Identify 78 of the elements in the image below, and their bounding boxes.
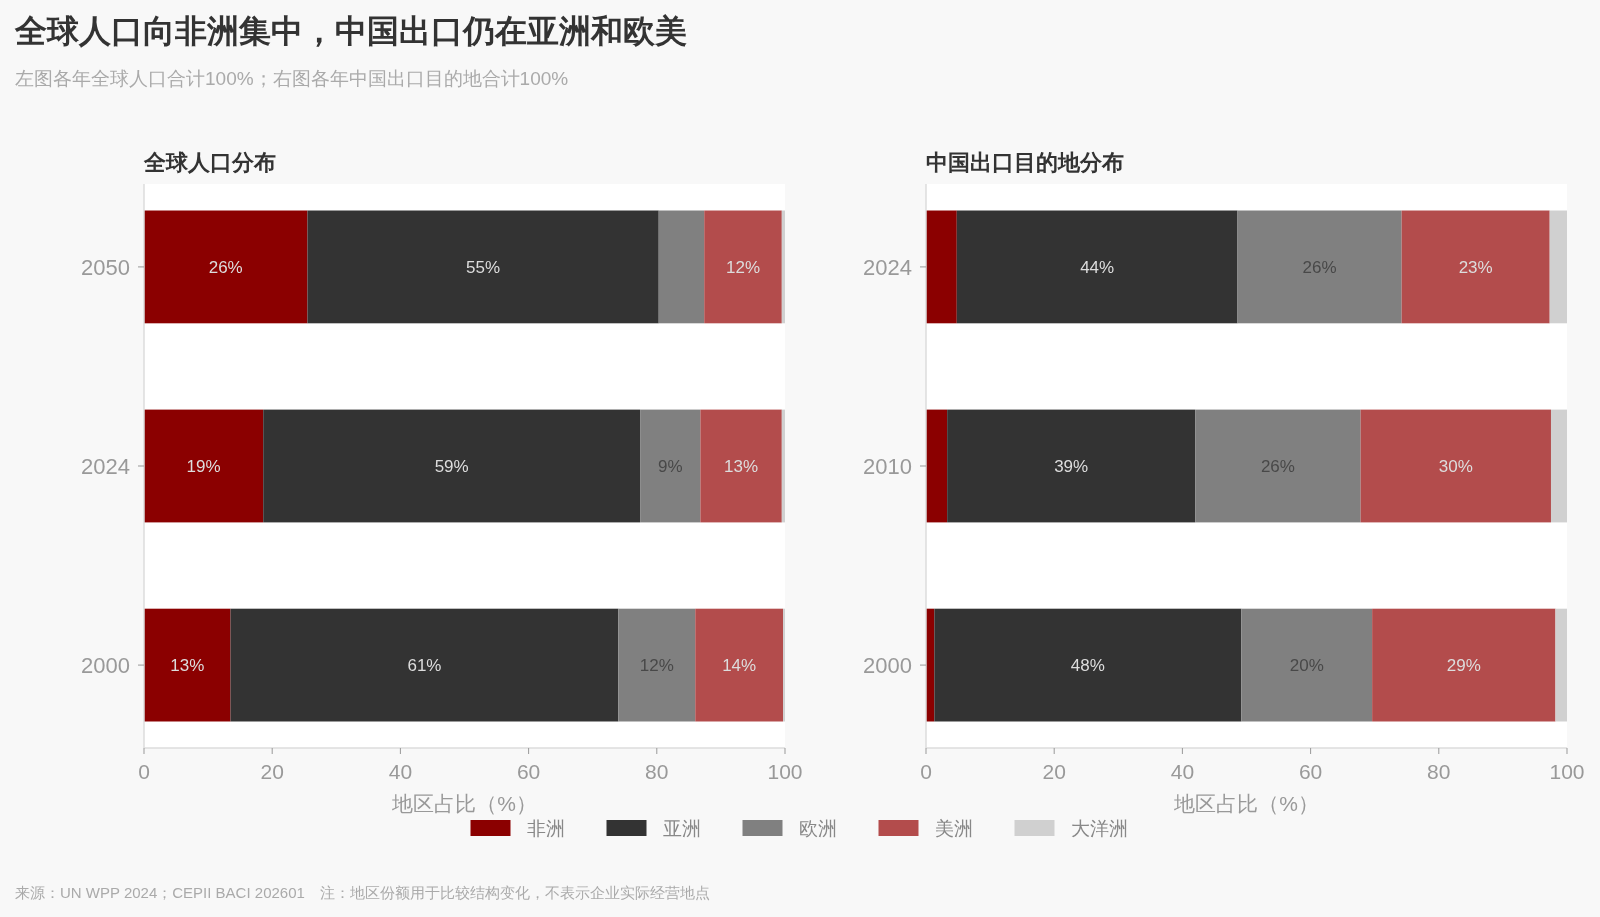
x-tick-label: 100 — [767, 760, 803, 783]
data-label: 23% — [1458, 257, 1493, 277]
x-tick-label: 0 — [138, 760, 150, 783]
bar — [956, 210, 1238, 324]
bar — [1550, 409, 1567, 523]
text: 左图各年全球人口合计100%；右图各年中国出口目的地合计100% — [15, 68, 569, 89]
chart-title: 全球人口分布 — [143, 150, 276, 175]
y-tick-label: 2000 — [863, 653, 912, 679]
bar — [934, 608, 1242, 722]
bar — [1360, 409, 1551, 523]
x-tick-label: 0 — [920, 760, 932, 783]
legend-label: 非洲 — [526, 818, 565, 839]
data-label: 61% — [407, 656, 442, 676]
data-label: 13% — [170, 656, 205, 676]
legend-label: 美洲 — [934, 818, 973, 839]
data-label: 26% — [1260, 457, 1295, 476]
y-tick-label: 2024 — [81, 454, 130, 479]
text: 全球人口向非洲集中，中国出口仍在亚洲和欧美 — [14, 13, 687, 49]
data-label: 30% — [1438, 457, 1473, 476]
y-tick-label: 2024 — [863, 254, 912, 280]
x-tick-label: 60 — [1298, 760, 1323, 783]
data-label: 12% — [726, 257, 761, 277]
y-tick-label: 2050 — [81, 254, 130, 280]
bar — [700, 409, 782, 523]
data-label: 39% — [1054, 457, 1089, 476]
data-label: 13% — [724, 457, 759, 476]
bar — [144, 608, 231, 722]
legend-label: 大洋洲 — [1070, 818, 1128, 839]
legend-label: 欧洲 — [798, 818, 837, 839]
bar — [144, 210, 308, 324]
data-label: 26% — [1302, 257, 1337, 277]
bar — [618, 608, 696, 722]
data-label: 55% — [466, 257, 501, 277]
bar — [1549, 210, 1567, 324]
bar — [307, 210, 659, 324]
data-label: 14% — [722, 656, 757, 676]
x-tick-label: 80 — [645, 760, 669, 783]
bar — [781, 210, 785, 324]
bar — [144, 409, 264, 523]
legend-label: 亚洲 — [662, 818, 701, 839]
y-tick-label: 2000 — [81, 653, 130, 679]
bar — [926, 210, 957, 324]
x-axis-title: 地区占比（%） — [391, 792, 537, 815]
bar — [781, 409, 785, 523]
x-tick-label: 80 — [1427, 760, 1451, 783]
bar — [1237, 210, 1402, 324]
source-note: 来源：UN WPP 2024；CEPII BACI 202601 注：地区份额用于比较结构变化，不表示企业实际经营地点 — [15, 884, 710, 901]
bar — [640, 409, 701, 523]
data-label: 12% — [639, 656, 674, 676]
bar — [1372, 608, 1556, 722]
data-label: 29% — [1446, 656, 1481, 676]
bar — [926, 409, 948, 523]
bar — [263, 409, 641, 523]
bar — [230, 608, 619, 722]
x-tick-label: 100 — [1549, 760, 1585, 783]
bar — [704, 210, 782, 324]
bar — [1241, 608, 1373, 722]
x-tick-label: 40 — [1170, 760, 1195, 783]
data-label: 59% — [434, 457, 469, 476]
x-tick-label: 60 — [516, 760, 541, 783]
x-axis-title: 地区占比（%） — [1173, 792, 1319, 815]
data-label: 44% — [1080, 257, 1115, 277]
chart-title: 中国出口目的地分布 — [926, 150, 1124, 175]
bar — [1195, 409, 1361, 523]
y-tick-label: 2010 — [863, 454, 912, 479]
x-tick-label: 40 — [388, 760, 413, 783]
bar — [695, 608, 784, 722]
data-label: 26% — [208, 257, 243, 277]
x-tick-label: 20 — [1042, 760, 1066, 783]
x-tick-label: 20 — [260, 760, 284, 783]
bar — [1401, 210, 1550, 324]
bar — [658, 210, 705, 324]
data-label: 48% — [1070, 656, 1105, 676]
data-label: 20% — [1289, 656, 1324, 676]
bar — [947, 409, 1196, 523]
bar — [1555, 608, 1567, 722]
data-label: 9% — [657, 457, 683, 476]
data-label: 19% — [186, 457, 221, 476]
